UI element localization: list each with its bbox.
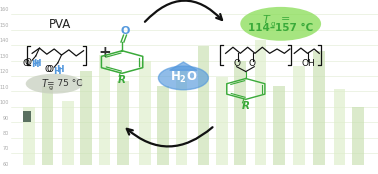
Text: O: O [233,59,240,68]
Text: +: + [98,45,111,60]
Circle shape [158,66,208,90]
Text: O: O [23,59,30,68]
Text: 70: 70 [3,147,9,152]
Text: PVA: PVA [49,18,71,31]
Bar [352,107,364,165]
Text: H: H [34,59,41,68]
Text: O: O [25,58,32,67]
Bar [80,71,92,165]
Text: $\mathit{T}$: $\mathit{T}$ [42,77,50,89]
Text: 130: 130 [0,54,9,59]
Bar [117,81,129,165]
Text: 114–157 °C: 114–157 °C [248,23,313,33]
Bar [157,86,169,165]
Ellipse shape [26,74,83,94]
Text: O: O [121,26,130,36]
Bar [293,66,305,165]
Bar [23,111,31,122]
Text: $\mathit{T}$: $\mathit{T}$ [262,13,272,25]
Bar [176,71,187,165]
Text: =: = [281,14,290,24]
Bar [23,107,35,165]
Text: 140: 140 [0,38,9,43]
Bar [234,61,246,165]
Bar [62,101,74,165]
Bar [42,86,53,165]
Text: 110: 110 [0,85,9,90]
Text: 80: 80 [3,131,9,136]
Text: H: H [56,65,63,74]
Bar [139,61,151,165]
Text: 100: 100 [0,100,9,105]
Bar [198,46,209,165]
Text: O: O [301,59,308,68]
Text: H: H [307,59,314,68]
Bar [313,51,325,165]
Ellipse shape [240,7,321,41]
Text: g: g [49,85,53,90]
Bar [333,89,345,165]
Text: = 75 °C: = 75 °C [47,79,83,88]
Text: $\mathbf{H_2O}$: $\mathbf{H_2O}$ [170,70,197,85]
Text: 60: 60 [3,162,9,167]
Bar [273,86,285,165]
Text: O: O [47,65,54,74]
Bar [216,77,228,165]
Polygon shape [170,62,197,70]
Bar [99,55,110,165]
Text: O: O [249,59,256,68]
Bar [255,40,266,165]
Text: R: R [242,101,250,111]
Text: g: g [271,21,275,27]
Text: 150: 150 [0,23,9,28]
Text: R: R [118,75,126,85]
Text: 120: 120 [0,69,9,74]
Text: H: H [31,60,39,69]
Text: O: O [45,65,52,74]
Text: 160: 160 [0,7,9,12]
Text: 90: 90 [3,116,9,121]
Text: H: H [53,67,60,76]
